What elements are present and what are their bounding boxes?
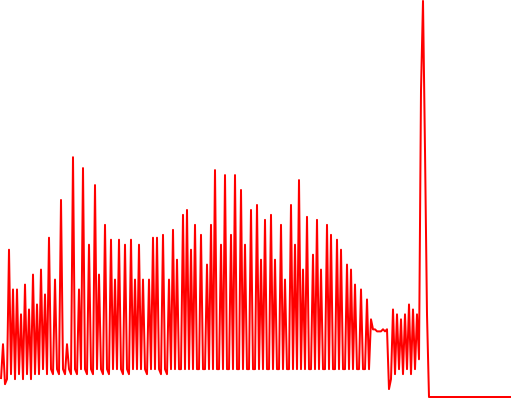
page: (() => { const data = JSON.parse(documen… bbox=[0, 0, 512, 400]
chart bbox=[0, 0, 511, 399]
histogram-line bbox=[0, 0, 511, 399]
